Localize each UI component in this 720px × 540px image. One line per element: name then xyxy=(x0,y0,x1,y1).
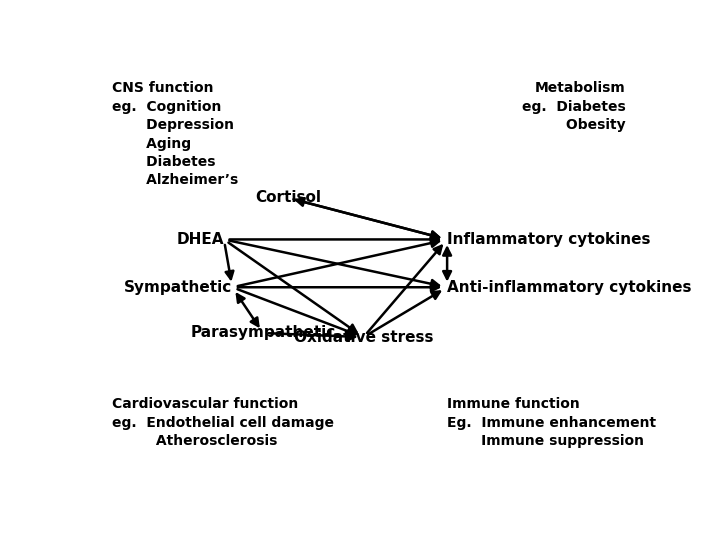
Text: Sympathetic: Sympathetic xyxy=(124,280,233,295)
Text: DHEA: DHEA xyxy=(176,232,224,247)
Text: Inflammatory cytokines: Inflammatory cytokines xyxy=(447,232,651,247)
Text: Oxidative stress: Oxidative stress xyxy=(294,329,433,345)
Text: Immune function
Eg.  Immune enhancement
       Immune suppression: Immune function Eg. Immune enhancement I… xyxy=(447,397,656,448)
Text: Metabolism
eg.  Diabetes
         Obesity: Metabolism eg. Diabetes Obesity xyxy=(522,82,626,132)
Text: Parasympathetic: Parasympathetic xyxy=(190,326,336,341)
Text: Cardiovascular function
eg.  Endothelial cell damage
         Atherosclerosis: Cardiovascular function eg. Endothelial … xyxy=(112,397,334,448)
Text: Anti-inflammatory cytokines: Anti-inflammatory cytokines xyxy=(447,280,692,295)
Text: Cortisol: Cortisol xyxy=(255,191,321,205)
Text: CNS function
eg.  Cognition
       Depression
       Aging
       Diabetes
     : CNS function eg. Cognition Depression Ag… xyxy=(112,82,238,187)
